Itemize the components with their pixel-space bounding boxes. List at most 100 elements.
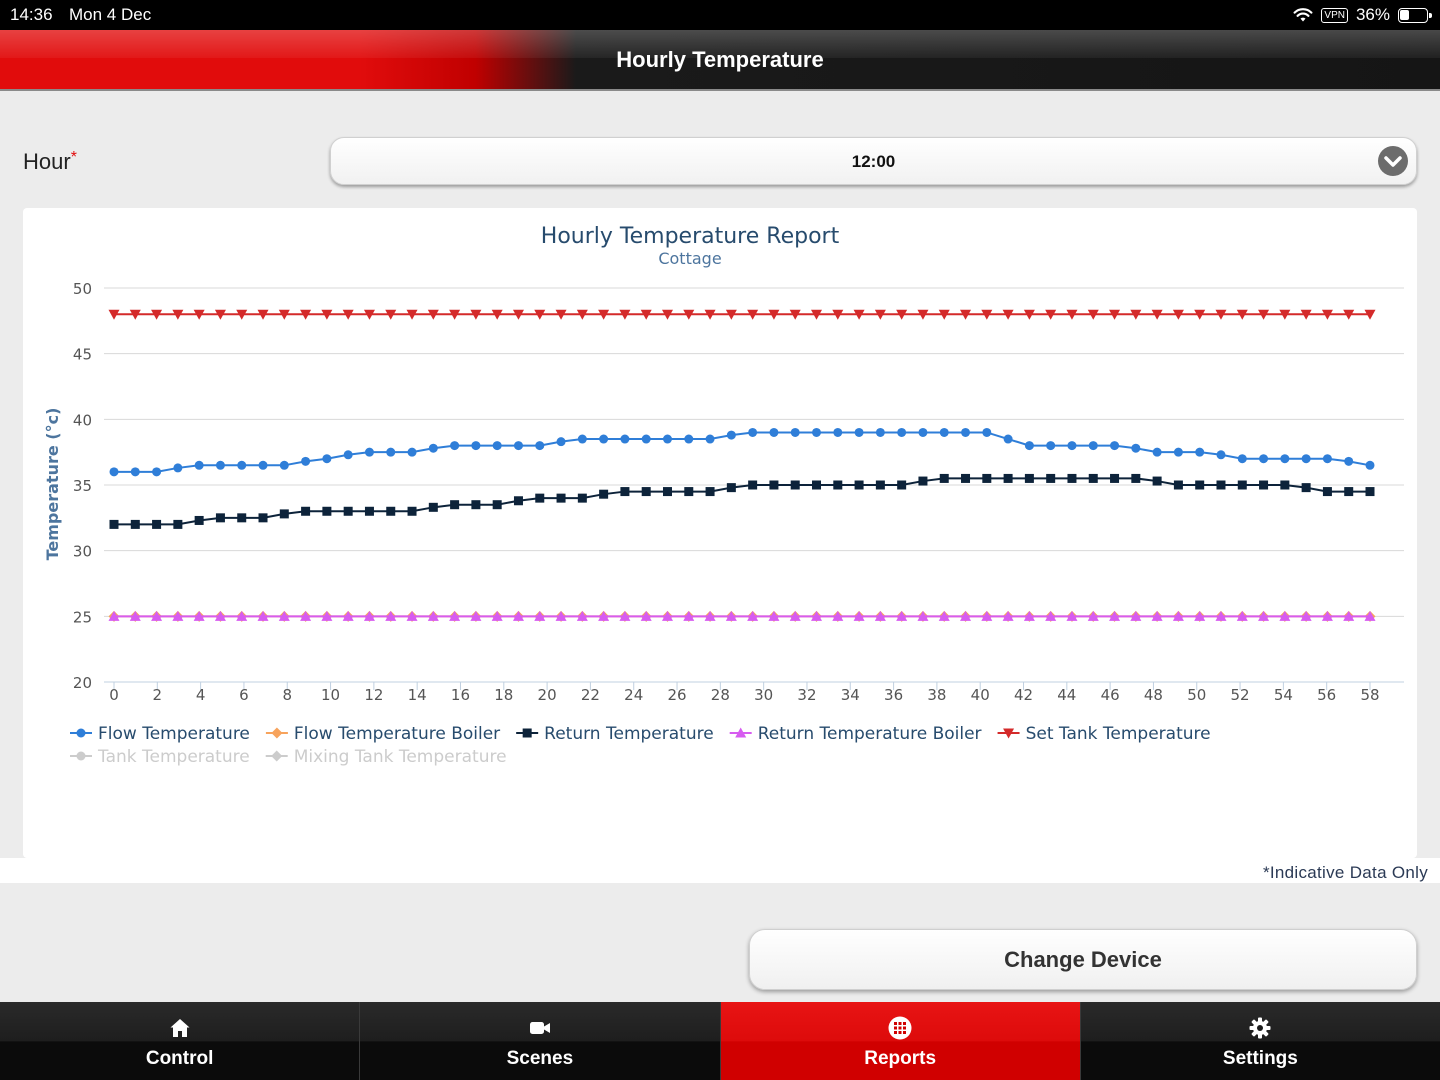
data-point [363, 309, 375, 320]
data-point [981, 610, 993, 621]
data-point [1003, 434, 1013, 444]
data-point [917, 610, 929, 621]
x-tick-label: 4 [196, 686, 206, 704]
data-point [1258, 309, 1270, 320]
data-point [1364, 309, 1376, 320]
data-point [1130, 309, 1142, 320]
data-point [556, 437, 566, 447]
legend-marker [735, 727, 747, 738]
data-point [1216, 450, 1226, 460]
vpn-badge: VPN [1321, 7, 1348, 23]
data-point [1364, 610, 1376, 621]
data-point [1365, 460, 1375, 470]
y-tick-label: 25 [73, 608, 92, 626]
legend-item[interactable]: Flow Temperature [70, 724, 250, 744]
data-point [535, 493, 545, 503]
data-point [1088, 473, 1098, 483]
data-point [853, 610, 865, 621]
data-point [1172, 309, 1184, 320]
data-point [172, 610, 184, 621]
data-point [492, 441, 502, 451]
data-point [705, 434, 715, 444]
data-point [832, 610, 844, 621]
data-point [535, 441, 545, 451]
data-point [725, 610, 737, 621]
x-tick-label: 22 [581, 686, 600, 704]
data-point [257, 610, 269, 621]
change-device-button[interactable]: Change Device [749, 929, 1417, 990]
legend-label: Flow Temperature Boiler [294, 724, 500, 744]
data-point [641, 487, 651, 497]
data-point [534, 610, 546, 621]
legend-item[interactable]: Return Temperature Boiler [729, 724, 982, 744]
data-point [173, 519, 183, 529]
tab-scenes[interactable]: Scenes [359, 1002, 720, 1080]
data-point [1215, 610, 1227, 621]
x-tick-label: 34 [841, 686, 860, 704]
x-tick-label: 50 [1187, 686, 1206, 704]
tab-label: Scenes [506, 1048, 574, 1069]
data-point [427, 610, 439, 621]
data-point [874, 610, 886, 621]
status-time: 14:36 [10, 5, 53, 24]
data-point [428, 502, 438, 512]
data-point [1173, 480, 1183, 490]
legend-item[interactable]: Flow Temperature Boiler [265, 724, 500, 744]
data-point [1024, 473, 1034, 483]
data-point [471, 500, 481, 510]
data-point [661, 309, 673, 320]
data-point [684, 434, 694, 444]
data-point [1194, 610, 1206, 621]
data-point [406, 309, 418, 320]
data-point [278, 309, 290, 320]
tab-settings[interactable]: Settings [1079, 1002, 1440, 1080]
data-point [790, 480, 800, 490]
data-point [789, 309, 801, 320]
data-point [874, 309, 886, 320]
data-point [130, 467, 140, 477]
x-tick-label: 20 [538, 686, 557, 704]
data-point [1087, 610, 1099, 621]
data-point [173, 463, 183, 473]
legend-item[interactable]: Tank Temperature [70, 747, 250, 767]
legend-item[interactable]: Mixing Tank Temperature [265, 747, 507, 767]
data-point [662, 434, 672, 444]
hour-label: Hour* [23, 149, 77, 175]
status-bar: 14:36 Mon 4 Dec VPN 36% [0, 0, 1440, 30]
data-point [1002, 610, 1014, 621]
data-point [385, 309, 397, 320]
hour-select[interactable]: 12:00 [330, 137, 1417, 185]
data-point [620, 487, 630, 497]
data-point [833, 480, 843, 490]
data-point [1024, 441, 1034, 451]
data-point [1279, 610, 1291, 621]
data-point [661, 610, 673, 621]
chevron-down-icon[interactable] [1378, 146, 1408, 176]
data-point [109, 519, 119, 529]
data-point [237, 460, 247, 470]
data-point [1322, 454, 1332, 464]
data-point [747, 610, 759, 621]
data-point [1151, 610, 1163, 621]
data-point [1046, 473, 1056, 483]
legend-item[interactable]: Return Temperature [516, 724, 714, 744]
data-point [364, 506, 374, 516]
data-point [450, 500, 460, 510]
data-point [363, 610, 375, 621]
data-point [1023, 610, 1035, 621]
tab-bar: Control Scenes Reports [0, 1002, 1440, 1080]
chart-panel [23, 208, 1417, 858]
legend-item[interactable]: Set Tank Temperature [997, 724, 1211, 744]
x-tick-label: 56 [1317, 686, 1336, 704]
data-point [960, 610, 972, 621]
data-point [961, 427, 971, 437]
data-point [1279, 309, 1291, 320]
data-point [534, 309, 546, 320]
tab-control[interactable]: Control [0, 1002, 360, 1080]
tab-reports[interactable]: Reports [719, 1002, 1080, 1080]
data-point [1216, 480, 1226, 490]
data-point [386, 506, 396, 516]
data-point [321, 309, 333, 320]
data-point [278, 610, 290, 621]
data-point [576, 610, 588, 621]
